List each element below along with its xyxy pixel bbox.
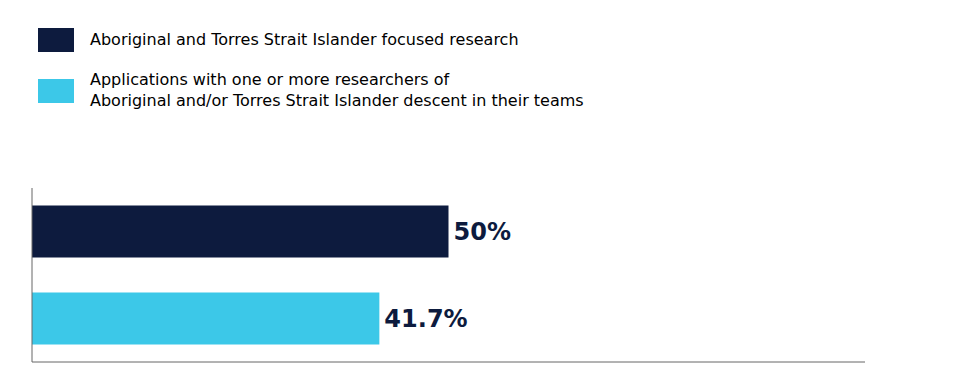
html-text:Applications with one or more: Applications with one or more researcher… <box>90 70 584 110</box>
svg-text:50%: 50% <box>454 218 511 246</box>
svg-text:41.7%: 41.7% <box>384 305 467 333</box>
html-text:Aboriginal and Torres Strait I: Aboriginal and Torres Strait Islander fo… <box>90 29 519 49</box>
